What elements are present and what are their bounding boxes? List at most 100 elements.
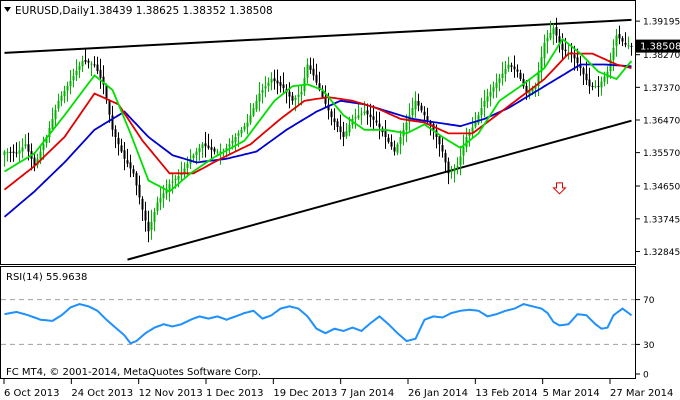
candle — [471, 117, 474, 139]
candle-body — [177, 176, 180, 180]
rsi-panel-border — [0, 266, 636, 379]
candle — [306, 58, 309, 84]
candle-body — [597, 86, 600, 88]
candle — [618, 25, 621, 45]
rsi-tick-label: 0 — [643, 371, 649, 381]
candle — [3, 150, 6, 167]
candle-body — [270, 79, 273, 83]
candle-body — [24, 144, 27, 147]
candle — [378, 111, 381, 140]
candle-body — [366, 110, 369, 115]
candle-body — [624, 42, 627, 45]
candle-body — [273, 78, 276, 82]
ma-mid-line — [3, 52, 632, 191]
candle-body — [213, 148, 216, 152]
candle-body — [549, 33, 552, 39]
trendline-lower — [127, 119, 632, 261]
candle-body — [54, 109, 57, 120]
candle-body — [417, 101, 420, 106]
time-tick-label: 6 Oct 2013 — [4, 388, 59, 399]
candle — [495, 73, 498, 98]
candle-body — [198, 147, 201, 153]
candle-body — [630, 45, 633, 47]
candle — [204, 131, 207, 158]
candle — [234, 133, 237, 153]
candle-body — [249, 115, 252, 123]
candle-body — [51, 118, 54, 129]
candle — [459, 146, 462, 176]
candle-body — [96, 64, 99, 72]
candle — [585, 61, 588, 85]
candle — [153, 207, 156, 232]
candle-body — [306, 64, 309, 78]
candle — [123, 142, 126, 171]
candle — [447, 157, 450, 185]
time-tick-label: 1 Dec 2013 — [206, 388, 264, 399]
candle-body — [6, 152, 9, 153]
price-tick-label: 1.36470 — [643, 117, 680, 127]
candle — [489, 84, 492, 107]
candle — [297, 86, 300, 107]
candle-body — [579, 64, 582, 69]
candle — [198, 143, 201, 161]
candle-body — [444, 152, 447, 163]
time-tick-label: 5 Mar 2014 — [543, 388, 600, 399]
candle-body — [108, 100, 111, 115]
candle-body — [591, 85, 594, 87]
price-tick-label: 1.32845 — [643, 248, 680, 258]
candle-body — [537, 71, 540, 86]
candle — [126, 148, 129, 168]
collapse-triangle-icon[interactable] — [4, 7, 11, 12]
candle-body — [15, 152, 18, 154]
candle — [210, 139, 213, 160]
candle — [156, 196, 159, 215]
candle-body — [315, 74, 318, 83]
candle-body — [252, 108, 255, 116]
candle — [357, 104, 360, 120]
candle — [390, 134, 393, 150]
candle — [411, 97, 414, 119]
candle — [291, 92, 294, 105]
candle — [330, 108, 333, 126]
candle-body — [513, 66, 516, 70]
candle — [63, 85, 66, 104]
candle-body — [204, 143, 207, 147]
candle — [345, 123, 348, 139]
candle — [501, 61, 504, 86]
candle — [81, 55, 84, 72]
candle-body — [441, 145, 444, 152]
candle-body — [330, 111, 333, 118]
candle — [267, 77, 270, 92]
candle — [138, 175, 141, 205]
candle-body — [192, 155, 195, 159]
candle-body — [39, 151, 42, 160]
time-tick-label: 24 Oct 2013 — [71, 388, 133, 399]
candle-body — [375, 120, 378, 123]
candle — [342, 121, 345, 147]
candle-body — [33, 157, 36, 166]
candle-body — [552, 28, 555, 35]
ohlc-values: 1.38439 1.38625 1.38352 1.38508 — [89, 5, 273, 17]
candle-body — [420, 105, 423, 111]
candle — [438, 134, 441, 157]
candle-body — [168, 184, 171, 190]
candle — [552, 23, 555, 45]
candle — [276, 69, 279, 95]
candle — [333, 108, 336, 130]
candle-body — [216, 151, 219, 153]
candle — [477, 111, 480, 125]
candle-body — [348, 124, 351, 133]
candle-body — [183, 168, 186, 175]
candle-body — [483, 100, 486, 107]
candle — [372, 105, 375, 131]
candle-body — [123, 150, 126, 159]
candle — [96, 56, 99, 75]
candle — [561, 33, 564, 59]
arrow-down-icon — [552, 182, 567, 195]
candle-body — [225, 147, 228, 151]
candle-body — [516, 69, 519, 72]
candle-body — [45, 137, 48, 144]
candle-body — [474, 122, 477, 127]
candle-body — [237, 133, 240, 136]
